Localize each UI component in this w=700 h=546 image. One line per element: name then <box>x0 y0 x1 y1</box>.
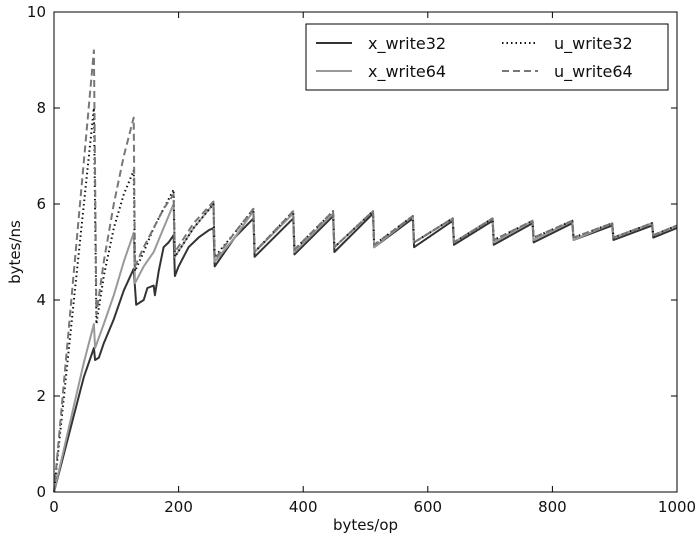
series-line-x-write64 <box>53 203 678 493</box>
legend-label-u-write64: u_write64 <box>554 62 633 82</box>
legend: x_write32 x_write64 u_write32 u_write64 <box>305 23 669 91</box>
series-line-x-write32 <box>53 212 678 493</box>
y-tick-label: 6 <box>36 195 46 213</box>
series-line-u-write64 <box>53 49 678 493</box>
x-tick-label: 400 <box>289 498 318 516</box>
legend-label-u-write32: u_write32 <box>554 34 633 54</box>
plot-frame <box>53 11 678 493</box>
ticks-layer: 0 200 400 600 800 1000 0 2 4 6 8 10 <box>27 3 696 516</box>
y-tick-label: 8 <box>36 99 46 117</box>
legend-label-x-write32: x_write32 <box>368 34 446 54</box>
y-tick-label: 4 <box>36 291 46 309</box>
x-tick-label: 200 <box>164 498 193 516</box>
y-tick-label: 0 <box>36 483 46 501</box>
y-tick-label: 2 <box>36 387 46 405</box>
x-tick-label: 0 <box>49 498 59 516</box>
x-tick-label: 1000 <box>658 498 696 516</box>
y-axis-label: bytes/ns <box>6 220 24 284</box>
y-tick-label: 10 <box>27 3 46 21</box>
x-axis-label: bytes/op <box>333 516 398 534</box>
series-layer <box>53 49 678 493</box>
legend-label-x-write64: x_write64 <box>368 62 446 82</box>
x-tick-label: 600 <box>413 498 442 516</box>
x-tick-label: 800 <box>538 498 567 516</box>
legend-box <box>305 23 669 91</box>
series-line-u-write32 <box>53 107 678 493</box>
